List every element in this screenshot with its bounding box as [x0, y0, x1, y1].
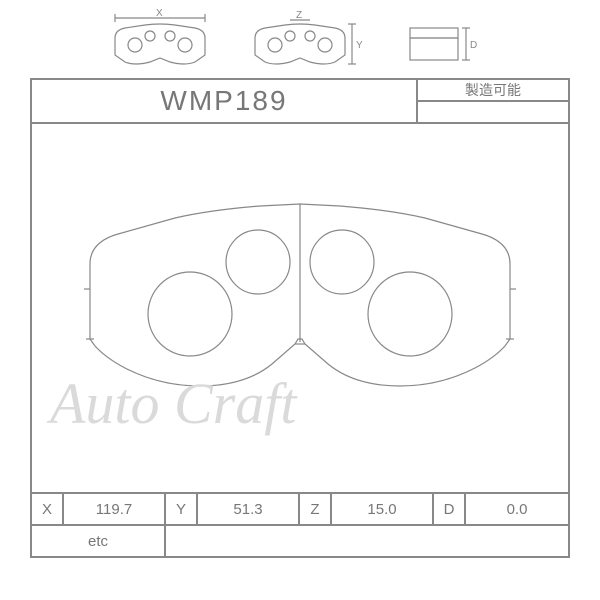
- dim-x-value: 119.7: [64, 494, 166, 524]
- dim-z-label: Z: [296, 10, 302, 21]
- spec-card: WMP189 製造可能: [30, 78, 570, 558]
- dim-y-value: 51.3: [198, 494, 300, 524]
- dim-x-header: X: [32, 494, 64, 524]
- dim-y-label: Y: [356, 40, 363, 51]
- etc-value: [166, 526, 568, 556]
- status-label: 製造可能: [418, 80, 568, 102]
- dim-d-header: D: [434, 494, 466, 524]
- dimension-table: X 119.7 Y 51.3 Z 15.0 D 0.0 etc: [32, 492, 568, 556]
- status-empty: [418, 102, 568, 122]
- main-drawing: [32, 124, 568, 492]
- dim-z-header: Z: [300, 494, 332, 524]
- product-code: WMP189: [32, 80, 418, 122]
- dim-y-header: Y: [166, 494, 198, 524]
- dim-d-value: 0.0: [466, 494, 568, 524]
- dim-d-label: D: [470, 40, 477, 51]
- header-row: WMP189 製造可能: [32, 80, 568, 124]
- etc-label: etc: [32, 526, 166, 556]
- dim-x-label: X: [156, 8, 163, 19]
- dim-z-value: 15.0: [332, 494, 434, 524]
- dimension-key-diagrams: X Y Z: [100, 8, 500, 78]
